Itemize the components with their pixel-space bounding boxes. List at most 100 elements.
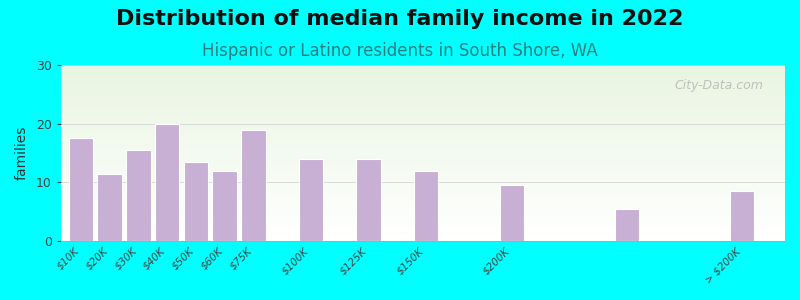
Bar — [61, 127, 785, 128]
Bar — [61, 137, 785, 139]
Bar — [61, 190, 785, 192]
Bar — [61, 77, 785, 79]
Bar — [69, 138, 93, 241]
Bar — [61, 82, 785, 84]
Bar — [61, 202, 785, 204]
Bar — [61, 107, 785, 109]
Bar — [61, 208, 785, 209]
Bar — [61, 183, 785, 185]
Bar — [61, 149, 785, 151]
Bar — [61, 238, 785, 239]
Bar — [61, 187, 785, 188]
Bar — [61, 104, 785, 106]
Bar — [61, 192, 785, 194]
Bar — [61, 157, 785, 158]
Bar — [61, 72, 785, 74]
Bar — [61, 155, 785, 157]
Bar — [61, 116, 785, 118]
Bar — [61, 199, 785, 201]
Text: Distribution of median family income in 2022: Distribution of median family income in … — [116, 9, 684, 29]
Bar — [61, 224, 785, 225]
Bar — [61, 70, 785, 72]
Bar — [61, 174, 785, 176]
Bar — [61, 139, 785, 141]
Bar — [61, 176, 785, 178]
Bar — [61, 76, 785, 77]
Bar — [155, 124, 179, 241]
Bar — [213, 171, 237, 241]
Bar — [61, 84, 785, 86]
Text: City-Data.com: City-Data.com — [674, 79, 763, 92]
Bar — [61, 188, 785, 190]
Bar — [61, 97, 785, 98]
Bar — [61, 106, 785, 107]
Bar — [61, 79, 785, 81]
Bar — [61, 194, 785, 195]
Bar — [61, 165, 785, 167]
Bar — [61, 229, 785, 230]
Bar — [61, 206, 785, 208]
Bar — [356, 159, 381, 241]
Bar — [241, 130, 266, 241]
Bar — [61, 142, 785, 144]
Bar — [61, 141, 785, 142]
Bar — [61, 220, 785, 222]
Bar — [61, 225, 785, 227]
Bar — [414, 171, 438, 241]
Bar — [61, 81, 785, 82]
Bar — [61, 169, 785, 171]
Bar — [61, 95, 785, 97]
Bar — [61, 93, 785, 95]
Bar — [61, 172, 785, 174]
Bar — [298, 159, 323, 241]
Bar — [61, 102, 785, 104]
Bar — [61, 74, 785, 76]
Bar — [61, 92, 785, 93]
Bar — [61, 195, 785, 197]
Bar — [61, 86, 785, 88]
Bar — [61, 197, 785, 199]
Bar — [126, 150, 150, 241]
Bar — [61, 134, 785, 135]
Bar — [61, 185, 785, 187]
Bar — [730, 191, 754, 241]
Bar — [61, 204, 785, 206]
Bar — [61, 234, 785, 236]
Text: Hispanic or Latino residents in South Shore, WA: Hispanic or Latino residents in South Sh… — [202, 42, 598, 60]
Bar — [61, 118, 785, 120]
Bar — [61, 211, 785, 213]
Bar — [61, 215, 785, 216]
Bar — [61, 160, 785, 162]
Bar — [61, 178, 785, 179]
Bar — [61, 181, 785, 183]
Bar — [61, 121, 785, 123]
Bar — [61, 128, 785, 130]
Bar — [61, 164, 785, 165]
Bar — [61, 227, 785, 229]
Bar — [61, 120, 785, 121]
Bar — [61, 88, 785, 90]
Bar — [61, 67, 785, 68]
Bar — [61, 114, 785, 116]
Bar — [61, 135, 785, 137]
Bar — [98, 174, 122, 241]
Bar — [184, 162, 208, 241]
Bar — [61, 146, 785, 148]
Bar — [61, 125, 785, 127]
Bar — [61, 216, 785, 218]
Bar — [61, 112, 785, 114]
Bar — [500, 185, 524, 241]
Bar — [61, 98, 785, 100]
Bar — [614, 209, 639, 241]
Bar — [61, 90, 785, 92]
Bar — [61, 148, 785, 149]
Bar — [61, 151, 785, 153]
Bar — [61, 222, 785, 224]
Bar — [61, 179, 785, 181]
Bar — [61, 130, 785, 132]
Bar — [61, 132, 785, 134]
Bar — [61, 239, 785, 241]
Bar — [61, 218, 785, 220]
Bar — [61, 236, 785, 238]
Bar — [61, 68, 785, 70]
